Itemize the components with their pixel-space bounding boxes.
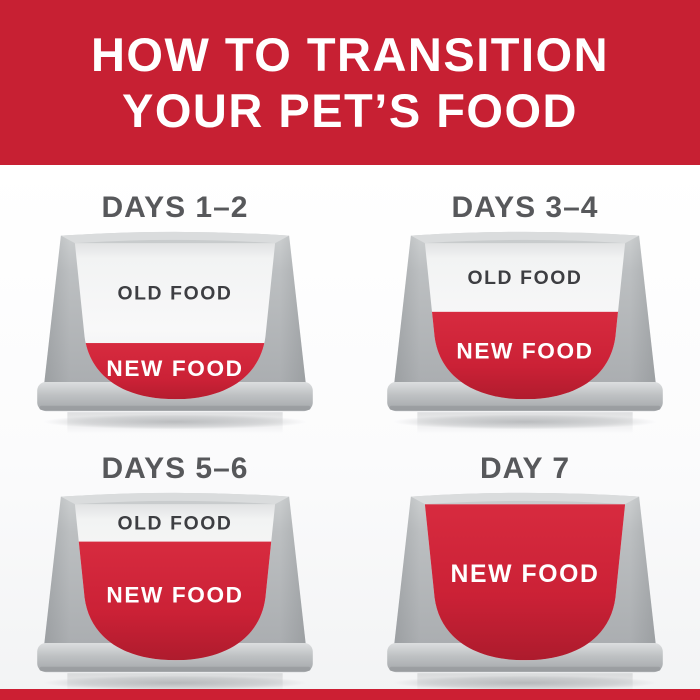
bowl-title: DAY 7 [479,452,571,485]
old-food-label: OLD FOOD [467,267,582,289]
footer-red-bar [0,689,700,700]
header-title-line2: YOUR PET’S FOOD [122,83,578,137]
bowl-rim [60,231,290,244]
bowl-base-edge [389,666,661,672]
bowl-rim [410,492,640,505]
new-food-label: NEW FOOD [106,356,243,381]
bowl-reflection [67,412,283,434]
new-food-label: NEW FOOD [456,339,593,364]
new-food-label: NEW FOOD [106,583,243,608]
bowl-cell-days-3-4: DAYS 3–4 OLD FOOD NEW FOOD [350,165,700,438]
bowl-rim [60,492,290,505]
bowl-cell-day-7: DAY 7 NEW FOOD [350,438,700,699]
bowl-illustration: NEW FOOD [387,492,663,695]
new-food-area [424,504,626,661]
bowl-title: DAYS 5–6 [101,452,249,485]
bowl-illustration: OLD FOOD NEW FOOD [37,492,313,695]
bowl-grid: DAYS 1–2 OLD FOOD NEW FOOD DAYS 3–4 [0,165,700,699]
bowl-rim [410,231,640,244]
bowl-base-edge [39,405,311,411]
bowl-title: DAYS 3–4 [451,191,599,224]
header-banner: HOW TO TRANSITION YOUR PET’S FOOD [0,0,700,165]
bowl-base-edge [389,405,661,411]
bowl-illustration: OLD FOOD NEW FOOD [387,231,663,434]
bowl-cell-days-1-2: DAYS 1–2 OLD FOOD NEW FOOD [0,165,350,438]
new-food-label: NEW FOOD [450,561,599,588]
old-food-label: OLD FOOD [117,283,232,305]
bowl-title: DAYS 1–2 [101,191,249,224]
bowl-reflection [417,412,633,434]
header-title-line1: HOW TO TRANSITION [90,27,610,81]
main-area: DAYS 1–2 OLD FOOD NEW FOOD DAYS 3–4 [0,165,700,700]
bowl-cell-days-5-6: DAYS 5–6 OLD FOOD NEW FOOD [0,438,350,699]
old-food-label: OLD FOOD [117,512,232,534]
bowl-illustration: OLD FOOD NEW FOOD [37,231,313,434]
bowl-base-edge [39,666,311,672]
new-food-area [74,541,276,661]
